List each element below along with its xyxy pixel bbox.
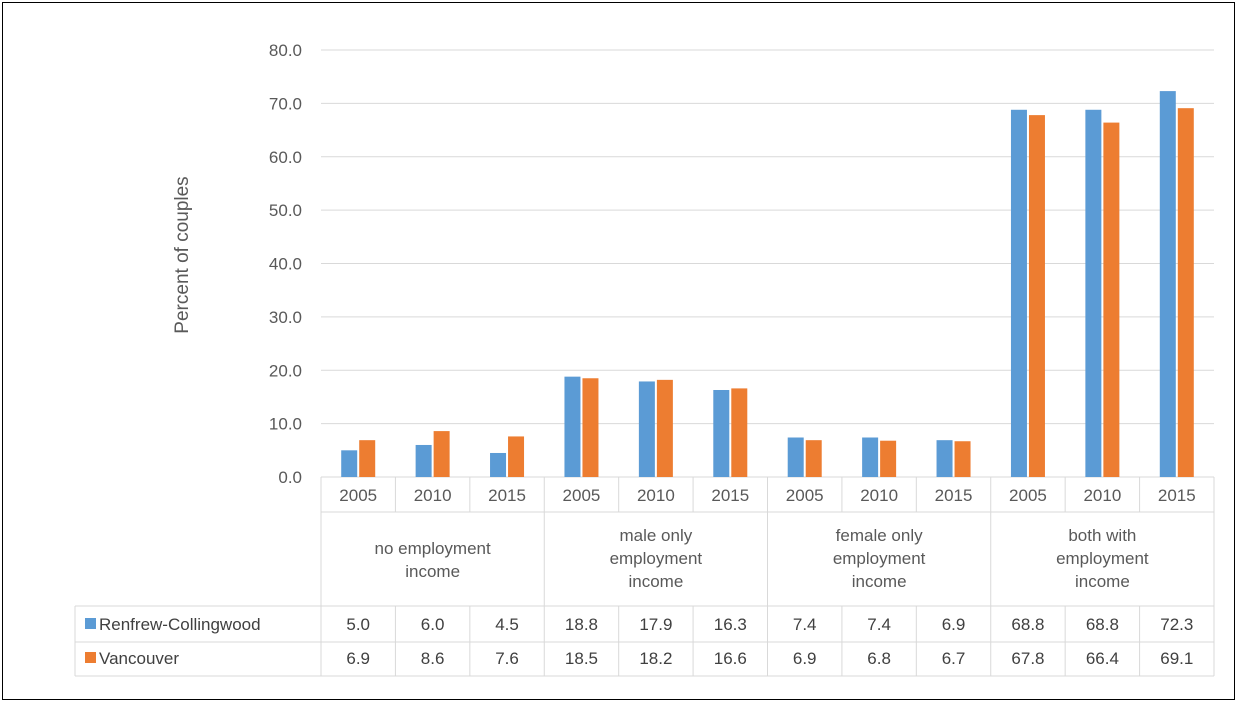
group-label: income [405, 562, 460, 581]
data-table-value: 7.4 [867, 615, 891, 634]
bar-renfrew-collingwood [862, 437, 879, 477]
y-axis-label: Percent of couples [172, 176, 193, 333]
data-table-value: 69.1 [1160, 649, 1193, 668]
bar-renfrew-collingwood [638, 381, 655, 477]
bar-renfrew-collingwood [1010, 109, 1027, 477]
x-tick-label: 2005 [786, 486, 824, 505]
data-table-value: 16.6 [714, 649, 747, 668]
data-table-value: 6.8 [867, 649, 891, 668]
data-table-value: 18.8 [565, 615, 598, 634]
legend-key-vancouver [85, 652, 96, 663]
data-table-value: 8.6 [421, 649, 445, 668]
data-table-value: 6.9 [942, 615, 966, 634]
data-table-value: 6.7 [942, 649, 966, 668]
bar-vancouver [1103, 122, 1120, 477]
bar-renfrew-collingwood [713, 389, 730, 477]
data-table-value: 66.4 [1086, 649, 1119, 668]
bar-renfrew-collingwood [936, 440, 953, 477]
bar-vancouver [359, 440, 376, 477]
bar-renfrew-collingwood [787, 437, 804, 477]
y-tick-label: 30.0 [269, 308, 302, 327]
data-table-value: 7.6 [495, 649, 519, 668]
bar-vancouver [954, 441, 971, 477]
group-label: male only [619, 526, 692, 545]
data-table-value: 4.5 [495, 615, 519, 634]
bar-vancouver [1028, 115, 1045, 478]
y-tick-label: 50.0 [269, 201, 302, 220]
data-table-value: 6.9 [346, 649, 370, 668]
bar-vancouver [433, 431, 450, 477]
group-label: income [1075, 572, 1130, 591]
x-tick-label: 2005 [563, 486, 601, 505]
group-label: female only [836, 526, 923, 545]
data-table-value: 6.0 [421, 615, 445, 634]
data-table-value: 16.3 [714, 615, 747, 634]
y-tick-label: 80.0 [269, 41, 302, 60]
legend-label: Vancouver [99, 649, 179, 668]
bar-vancouver [731, 388, 748, 477]
bar-renfrew-collingwood [490, 452, 507, 477]
data-table-value: 68.8 [1086, 615, 1119, 634]
bar-vancouver [508, 436, 525, 477]
bar-renfrew-collingwood [564, 376, 581, 477]
group-label: no employment [375, 539, 492, 558]
y-tick-label: 10.0 [269, 415, 302, 434]
x-tick-label: 2015 [1158, 486, 1196, 505]
x-tick-label: 2005 [339, 486, 377, 505]
data-table-value: 18.5 [565, 649, 598, 668]
x-tick-label: 2010 [414, 486, 452, 505]
x-tick-label: 2015 [935, 486, 973, 505]
group-label: income [628, 572, 683, 591]
x-tick-label: 2015 [711, 486, 749, 505]
data-table-value: 67.8 [1011, 649, 1044, 668]
bar-renfrew-collingwood [415, 444, 432, 477]
x-tick-label: 2010 [637, 486, 675, 505]
group-label: employment [610, 549, 703, 568]
bar-renfrew-collingwood [1085, 109, 1102, 477]
data-table-value: 7.4 [793, 615, 817, 634]
y-tick-label: 0.0 [278, 468, 302, 487]
data-table-value: 72.3 [1160, 615, 1193, 634]
data-table-value: 18.2 [639, 649, 672, 668]
data-table-value: 68.8 [1011, 615, 1044, 634]
bar-renfrew-collingwood [341, 450, 358, 477]
bar-vancouver [880, 440, 897, 477]
legend-key-renfrew-collingwood [85, 618, 96, 629]
y-tick-label: 70.0 [269, 94, 302, 113]
y-tick-label: 20.0 [269, 361, 302, 380]
bar-renfrew-collingwood [1159, 91, 1176, 477]
data-table-value: 6.9 [793, 649, 817, 668]
x-tick-label: 2015 [488, 486, 526, 505]
group-label: income [852, 572, 907, 591]
group-label: employment [1056, 549, 1149, 568]
legend-label: Renfrew-Collingwood [99, 615, 261, 634]
bar-vancouver [1177, 108, 1194, 478]
group-label: both with [1068, 526, 1136, 545]
x-tick-label: 2005 [1009, 486, 1047, 505]
x-tick-label: 2010 [860, 486, 898, 505]
data-table-value: 5.0 [346, 615, 370, 634]
y-tick-label: 40.0 [269, 255, 302, 274]
x-tick-label: 2010 [1083, 486, 1121, 505]
group-label: employment [833, 549, 926, 568]
y-tick-label: 60.0 [269, 148, 302, 167]
bar-vancouver [582, 378, 599, 477]
bar-vancouver [656, 379, 673, 477]
bar-vancouver [805, 440, 822, 477]
data-table-value: 17.9 [639, 615, 672, 634]
